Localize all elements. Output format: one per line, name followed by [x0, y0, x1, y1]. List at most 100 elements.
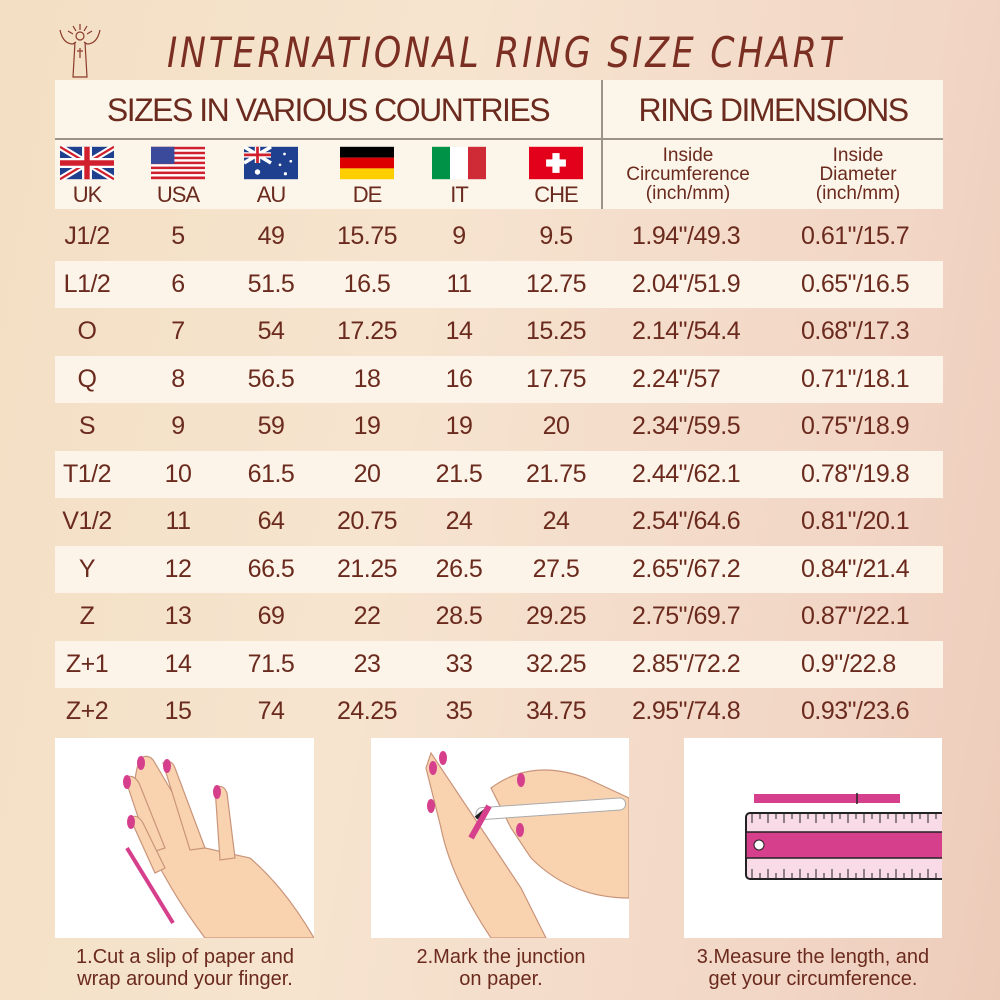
- cell-it: 24: [445, 507, 473, 535]
- table-row: Z+2 15 74 24.25 35 34.75 2.95"/74.8 0.93"/23.6: [55, 688, 943, 736]
- cell-che: 17.75: [525, 364, 587, 393]
- cell-au: 51.5: [247, 269, 295, 298]
- cell-de: 22: [353, 602, 381, 630]
- caption-line: get your circumference.: [708, 968, 918, 990]
- step-3-illustration: [684, 738, 947, 938]
- cell-circumference: 2.65"/67.2: [632, 554, 741, 583]
- cell-circumference: 2.44"/62.1: [632, 459, 741, 488]
- cell-uk: T1/2: [62, 459, 112, 488]
- step-2-caption: 2.Mark the junction on paper.: [356, 946, 646, 990]
- caption-line: 2.Mark the junction: [416, 946, 586, 968]
- col-de: DE: [327, 146, 407, 208]
- cell-diameter: 0.87"/22.1: [801, 602, 910, 630]
- hand-marking-pen-icon: [425, 751, 630, 939]
- cell-usa: 8: [171, 364, 185, 393]
- col-label: IT: [450, 182, 469, 207]
- cell-usa: 13: [164, 602, 192, 630]
- cell-circumference: 2.95"/74.8: [632, 697, 741, 725]
- divider: [601, 80, 603, 209]
- cell-circumference: 2.14"/54.4: [632, 317, 741, 345]
- cell-uk: L1/2: [63, 269, 111, 298]
- cell-che: 15.25: [525, 317, 587, 345]
- cell-diameter: 0.71"/18.1: [801, 364, 910, 393]
- cell-de: 23: [353, 649, 381, 678]
- page-title: INTERNATIONAL RING SIZE CHART: [167, 28, 844, 77]
- col-label: (inch/mm): [815, 183, 901, 204]
- sizes-section-title: SIZES IN VARIOUS COUNTRIES: [106, 92, 551, 128]
- cell-it: 26.5: [435, 554, 483, 583]
- cell-che: 29.25: [525, 602, 587, 630]
- caption-line: 3.Measure the length, and: [696, 946, 930, 968]
- cell-usa: 6: [171, 269, 185, 298]
- caption-line: wrap around your finger.: [77, 968, 293, 990]
- col-label: AU: [256, 182, 287, 207]
- cell-che: 20: [542, 412, 570, 440]
- cell-uk: Q: [77, 364, 97, 393]
- usa-flag-icon: [151, 146, 205, 180]
- che-flag-icon: [529, 146, 583, 180]
- cell-circumference: 2.24"/57: [632, 364, 721, 393]
- ruler-measure-icon: [745, 793, 947, 880]
- cell-circumference: 2.34"/59.5: [632, 412, 741, 440]
- table-row: Z+1 14 71.5 23 33 32.25 2.85"/72.2 0.9"/22.8: [55, 640, 943, 688]
- dimensions-section-title: RING DIMENSIONS: [638, 92, 909, 128]
- cell-au: 66.5: [247, 554, 295, 583]
- cell-de: 16.5: [343, 269, 391, 298]
- cell-circumference: 1.94"/49.3: [632, 222, 741, 250]
- cell-au: 74: [257, 697, 285, 725]
- table-row: O 7 54 17.25 14 15.25 2.14"/54.4 0.68"/17.3: [55, 308, 943, 356]
- caption-line: on paper.: [459, 968, 543, 990]
- cell-it: 19: [445, 412, 473, 440]
- cell-che: 9.5: [539, 222, 573, 250]
- cell-it: 9: [452, 222, 466, 250]
- cell-usa: 15: [164, 697, 192, 725]
- cell-de: 20: [353, 459, 381, 488]
- cell-it: 21.5: [435, 459, 483, 488]
- col-label: Inside: [662, 145, 714, 166]
- cell-de: 19: [353, 412, 381, 440]
- col-usa: USA: [138, 146, 218, 208]
- divider: [55, 138, 943, 140]
- cell-uk: Z: [79, 602, 95, 630]
- col-label: USA: [156, 182, 200, 207]
- table-row: Y 12 66.5 21.25 26.5 27.5 2.65"/67.2 0.84"/21.4: [55, 545, 943, 593]
- cell-circumference: 2.54"/64.6: [632, 507, 741, 535]
- cell-circumference: 2.85"/72.2: [632, 649, 741, 678]
- col-label: Circumference: [626, 164, 750, 185]
- table-row: Z 13 69 22 28.5 29.25 2.75"/69.7 0.87"/22.1: [55, 593, 943, 641]
- cell-usa: 7: [171, 317, 185, 345]
- table-row: T1/2 10 61.5 20 21.5 21.75 2.44"/62.1 0.78"/19.…: [55, 450, 943, 498]
- col-uk: UK: [47, 146, 127, 208]
- cell-diameter: 0.75"/18.9: [801, 412, 910, 440]
- cell-diameter: 0.68"/17.3: [801, 317, 910, 345]
- de-flag-icon: [340, 146, 394, 180]
- cell-au: 59: [257, 412, 285, 440]
- table-row: S 9 59 19 19 20 2.34"/59.5 0.75"/18.9: [55, 403, 943, 451]
- cell-usa: 11: [165, 507, 191, 535]
- cell-diameter: 0.61"/15.7: [801, 222, 910, 250]
- cell-uk: Y: [78, 554, 96, 583]
- cell-de: 24.25: [336, 697, 398, 725]
- size-table-body: J1/2 5 49 15.75 9 9.5 1.94"/49.3 0.61"/15.7 L1/2…: [55, 213, 943, 736]
- cell-diameter: 0.81"/20.1: [801, 507, 910, 535]
- cell-usa: 14: [164, 649, 192, 678]
- cell-diameter: 0.65"/16.5: [801, 269, 910, 298]
- step-1-caption: 1.Cut a slip of paper and wrap around yo…: [40, 946, 330, 990]
- cell-it: 14: [445, 317, 473, 345]
- table-row: Q 8 56.5 18 16 17.75 2.24"/57 0.71"/18.1: [55, 355, 943, 403]
- col-au: AU: [231, 146, 311, 208]
- title-row: INTERNATIONAL RING SIZE CHART: [55, 22, 955, 82]
- cell-au: 69: [257, 602, 285, 630]
- hand-paper-strip-icon: [123, 755, 316, 939]
- step-3-caption: 3.Measure the length, and get your circu…: [668, 946, 958, 990]
- cell-au: 61.5: [247, 459, 295, 488]
- it-flag-icon: [432, 146, 486, 180]
- col-label: (inch/mm): [645, 183, 731, 204]
- col-circumference: Inside Circumference (inch/mm): [603, 146, 773, 203]
- col-che: CHE: [516, 146, 596, 208]
- cell-usa: 5: [171, 222, 185, 250]
- col-label: DE: [352, 182, 383, 207]
- cell-diameter: 0.93"/23.6: [801, 697, 910, 725]
- cell-che: 24: [542, 507, 570, 535]
- cell-uk: S: [78, 412, 96, 440]
